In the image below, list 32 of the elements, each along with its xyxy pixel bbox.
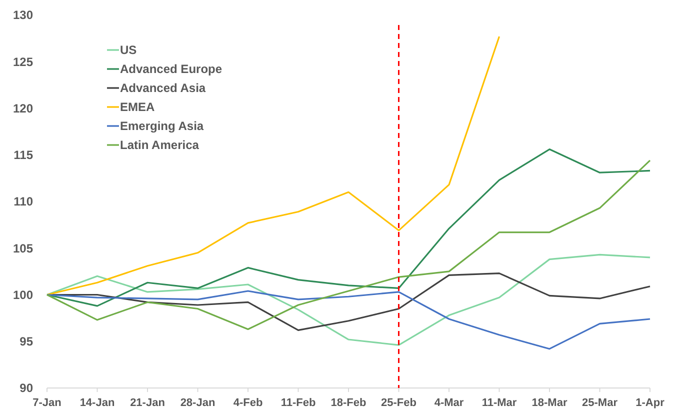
legend-label: Advanced Asia bbox=[120, 81, 206, 96]
x-tick-label: 18-Feb bbox=[330, 397, 366, 409]
legend-label: Emerging Asia bbox=[120, 119, 204, 134]
line-series bbox=[46, 36, 500, 296]
x-tick-label: 21-Jan bbox=[130, 397, 166, 409]
x-tick-label: 14-Jan bbox=[80, 397, 115, 409]
line-series bbox=[46, 160, 651, 330]
line-series bbox=[46, 254, 651, 346]
y-tick-label: 120 bbox=[12, 101, 34, 116]
legend-label: Latin America bbox=[120, 138, 200, 152]
x-tick-label: 4-Mar bbox=[434, 397, 464, 409]
x-tick-label: 25-Mar bbox=[582, 397, 618, 409]
y-tick-label: 100 bbox=[12, 288, 34, 302]
legend-label: Advanced Europe bbox=[120, 62, 222, 76]
x-tick-label: 1-Apr bbox=[636, 397, 666, 409]
y-tick-label: 115 bbox=[14, 148, 34, 162]
y-tick-label: 110 bbox=[14, 194, 34, 209]
x-tick-label: 28-Jan bbox=[180, 397, 216, 409]
legend-label: EMEA bbox=[120, 100, 156, 114]
legend-label: US bbox=[120, 43, 137, 58]
x-tick-label: 11-Mar bbox=[482, 397, 518, 409]
x-tick-label: 11-Feb bbox=[280, 397, 316, 409]
x-tick-label: 7-Jan bbox=[32, 397, 62, 409]
y-tick-label: 95 bbox=[20, 334, 34, 349]
line-series bbox=[46, 290, 651, 350]
y-tick-label: 130 bbox=[12, 8, 34, 22]
x-tick-label: 4-Feb bbox=[233, 397, 263, 409]
x-tick-label: 18-Mar bbox=[532, 397, 568, 409]
y-tick-label: 125 bbox=[12, 54, 34, 69]
x-tick-label: 25-Feb bbox=[381, 397, 417, 409]
y-tick-label: 90 bbox=[20, 381, 34, 396]
y-tick-label: 105 bbox=[12, 241, 34, 256]
